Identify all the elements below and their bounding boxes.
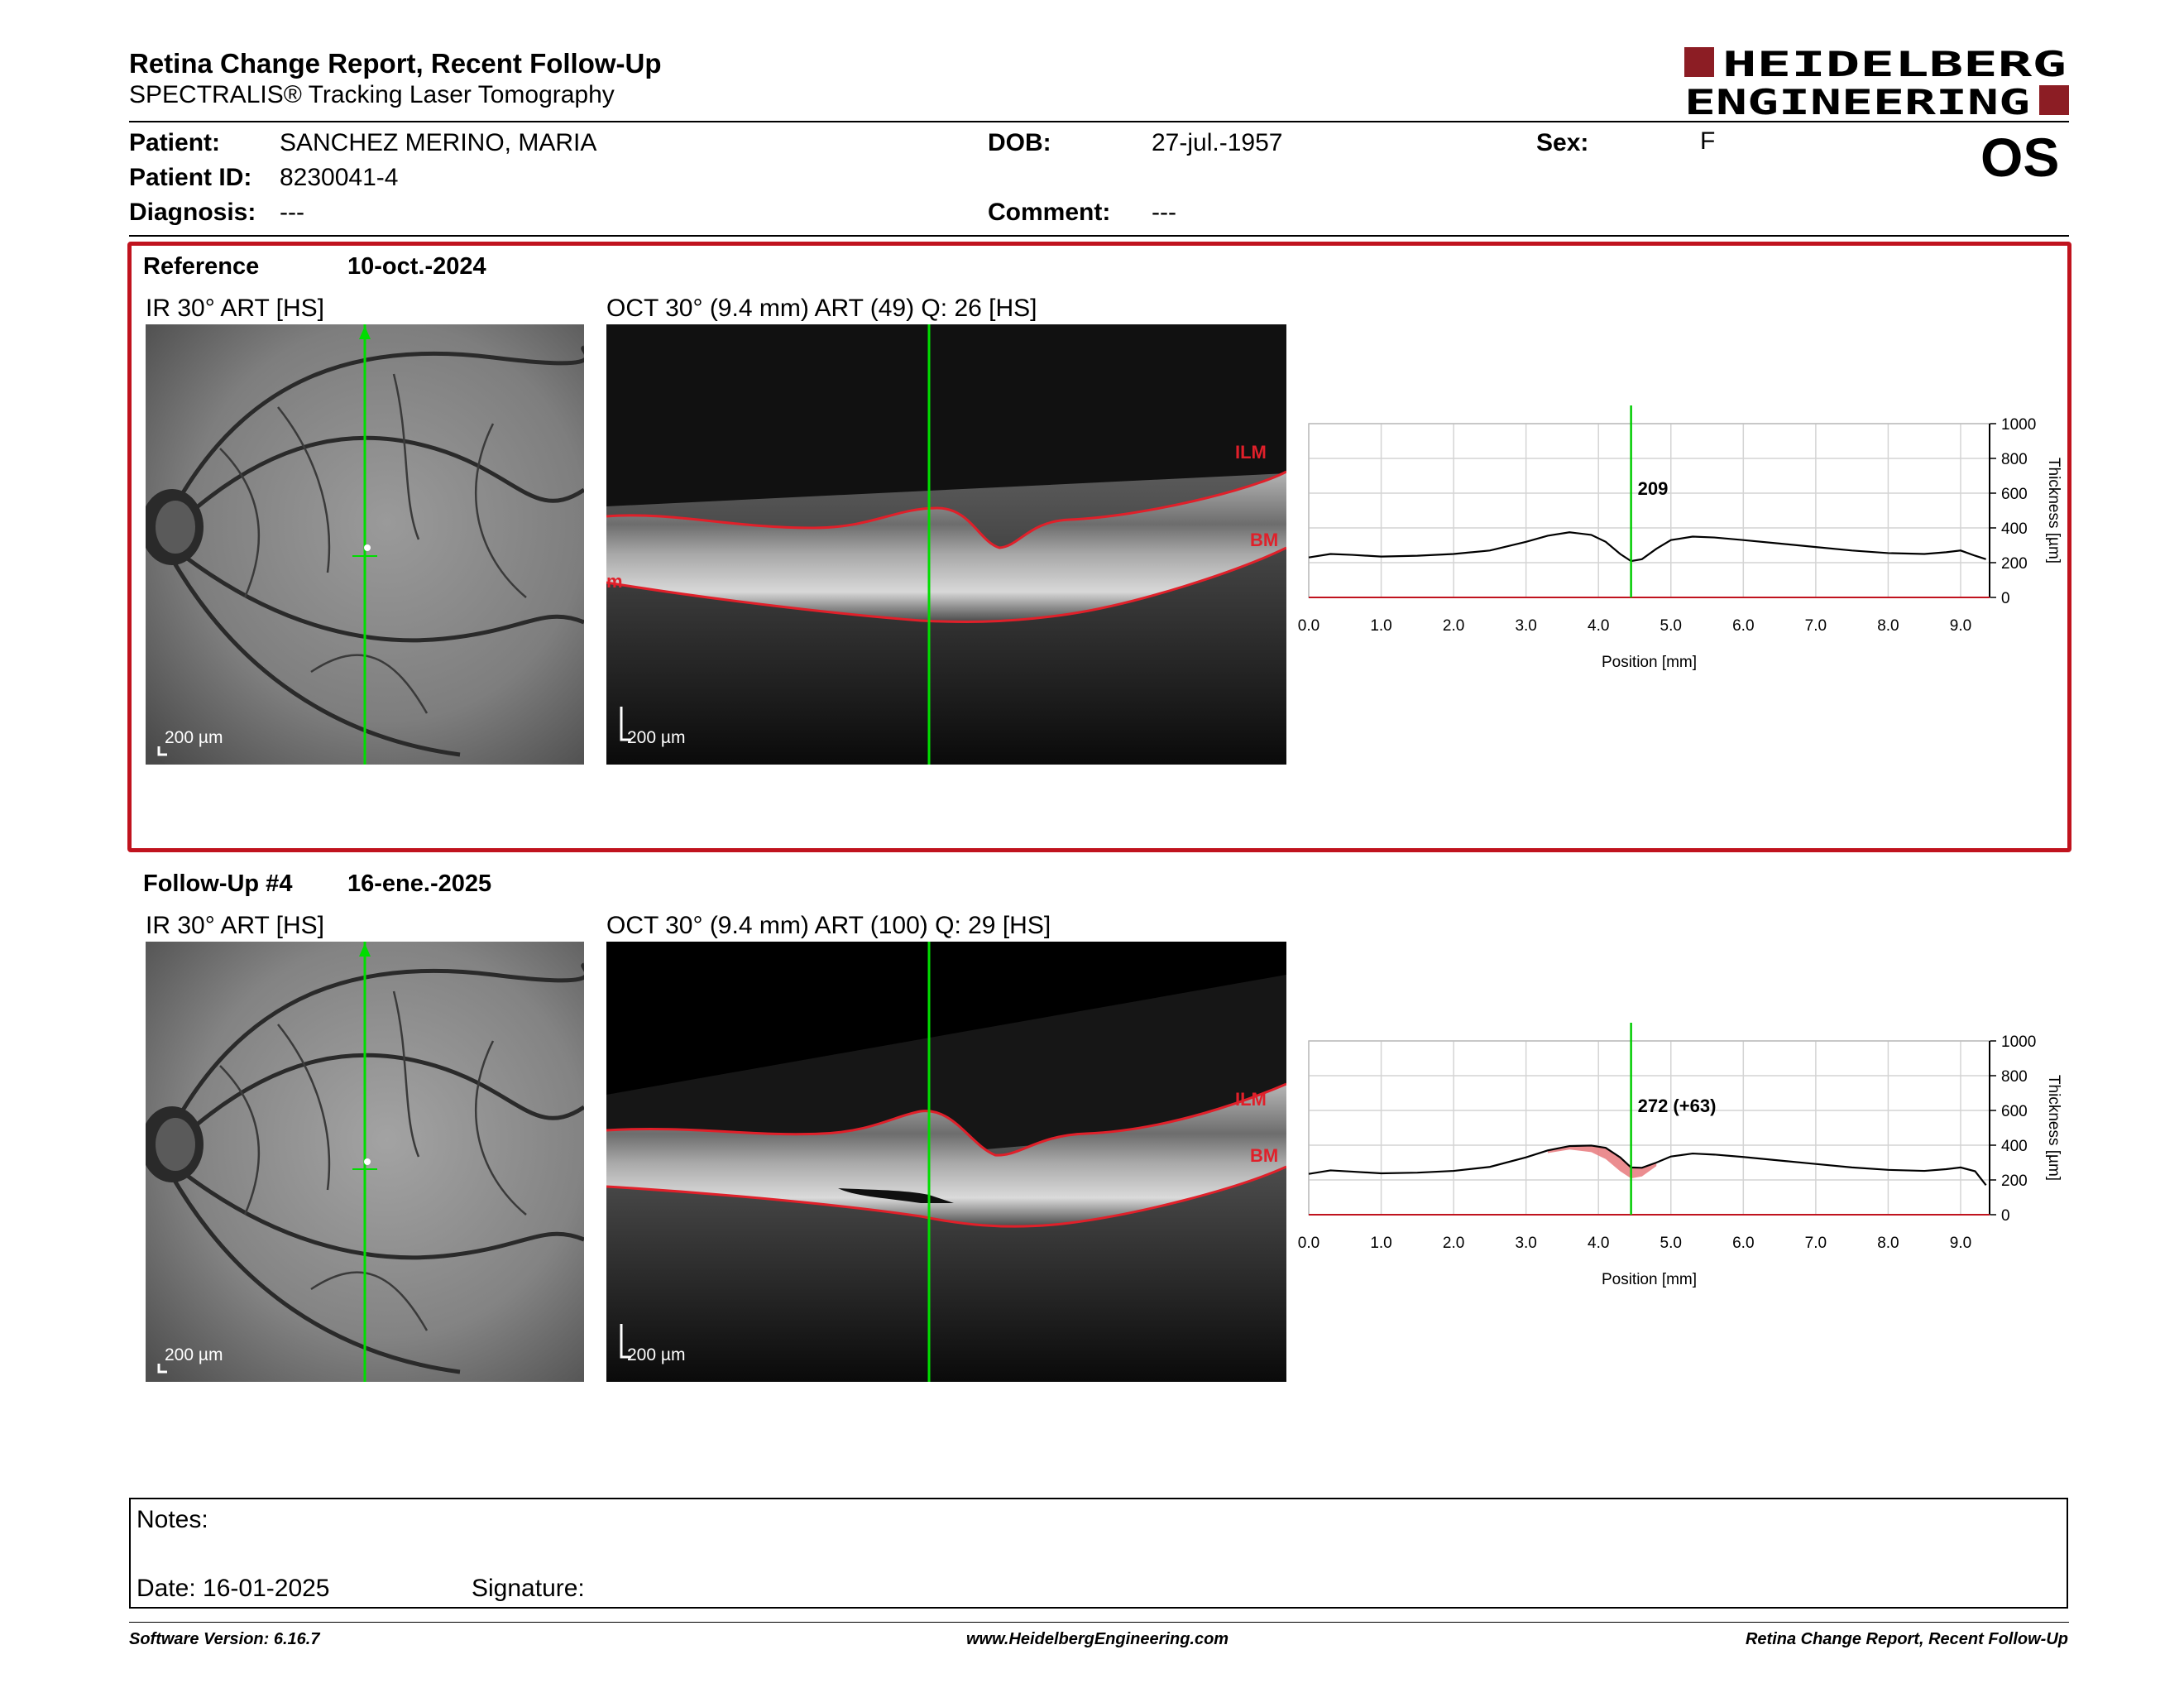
notes-date: Date: 16-01-2025: [136, 1575, 330, 1602]
footer-software: Software Version: 6.16.7: [129, 1630, 320, 1648]
followup-thickness-chart: 0.0 1.0 2.0 3.0 4.0 5.0 6.0 7.0 8.0 9.0 0 200 400 600…: [1291, 1023, 2085, 1296]
chart-x-tick: 2.0: [1443, 1235, 1464, 1252]
chart-y-tick: 400: [2001, 520, 2028, 538]
chart-x-tick: 6.0: [1732, 617, 1754, 635]
footer-website[interactable]: www.HeidelbergEngineering.com: [966, 1630, 1229, 1648]
header-rule: [129, 121, 2069, 122]
followup-date: 16-ene.-2025: [347, 870, 492, 897]
chart-x-tick: 0.0: [1298, 1235, 1320, 1252]
fu-bm-label: BM: [1250, 1145, 1278, 1166]
followup-ir-title: IR 30° ART [HS]: [146, 912, 324, 939]
chart-y-tick: 200: [2001, 555, 2028, 573]
chart-x-tick: 3.0: [1515, 617, 1536, 635]
chart-x-tick: 7.0: [1805, 617, 1827, 635]
comment-value: ---: [1152, 199, 1176, 226]
chart-frame: [1308, 423, 1990, 598]
reference-ir-title: IR 30° ART [HS]: [146, 295, 324, 322]
sex-label: Sex:: [1536, 129, 1589, 156]
eye-indicator: OS: [1980, 127, 2060, 188]
followup-ir-image: [146, 942, 584, 1382]
chart-x-tick: 1.0: [1370, 1235, 1391, 1252]
chart-y-tick: 200: [2001, 1172, 2028, 1190]
footer-report: Retina Change Report, Recent Follow-Up: [1745, 1630, 2068, 1648]
chart-x-tick: 9.0: [1950, 1235, 1971, 1252]
dob-label: DOB:: [988, 129, 1051, 156]
chart-y-tick: 1000: [2001, 416, 2036, 434]
reference-ir-scale: 200 µm: [165, 728, 223, 747]
brand-line2: ENGINEERING: [1684, 82, 2030, 117]
chart-ylabel: Thickness [µm]: [2045, 458, 2062, 563]
chart-x-tick: 8.0: [1877, 1235, 1899, 1252]
patient-label: Patient:: [129, 129, 221, 156]
patient-rule: [129, 235, 2069, 237]
followup-oct-scale: 200 µm: [627, 1345, 686, 1364]
chart-x-tick: 2.0: [1443, 617, 1464, 635]
reference-thickness-chart: 0.0 1.0 2.0 3.0 4.0 5.0 6.0 7.0 8.0 9.0 0 200 400 600…: [1291, 405, 2085, 679]
followup-ir-scale: 200 µm: [165, 1345, 223, 1364]
followup-oct-image: ILM BM: [606, 942, 1286, 1382]
patient-id: 8230041-4: [280, 164, 399, 191]
chart-y-tick: 600: [2001, 1103, 2028, 1120]
reference-oct-image: ILM BM m: [606, 324, 1286, 765]
patient-id-label: Patient ID:: [129, 164, 252, 191]
chart-x-tick: 7.0: [1805, 1235, 1827, 1252]
diagnosis-label: Diagnosis:: [129, 199, 256, 226]
reference-oct-scale: 200 µm: [627, 728, 686, 747]
dob-value: 27-jul.-1957: [1152, 129, 1283, 156]
chart-marker-label: 209: [1638, 478, 1669, 499]
diagnosis-value: ---: [280, 199, 304, 226]
notes-box[interactable]: [129, 1498, 2068, 1609]
ref-ilm-label: ILM: [1235, 442, 1267, 463]
chart-y-tick: 400: [2001, 1138, 2028, 1155]
chart-ylabel: Thickness [µm]: [2045, 1075, 2062, 1181]
chart-xlabel: Position [mm]: [1602, 654, 1697, 671]
chart-marker-label: 272 (+63): [1638, 1096, 1717, 1116]
reference-date: 10-oct.-2024: [347, 253, 486, 280]
report-title: Retina Change Report, Recent Follow-Up: [129, 48, 662, 79]
report-subtitle: SPECTRALIS® Tracking Laser Tomography: [129, 81, 615, 108]
chart-change-area: [1547, 1145, 1657, 1179]
chart-y-tick: 800: [2001, 1068, 2028, 1086]
chart-x-tick: 1.0: [1370, 617, 1391, 635]
reference-oct-title: OCT 30° (9.4 mm) ART (49) Q: 26 [HS]: [606, 295, 1037, 322]
chart-x-tick: 0.0: [1298, 617, 1320, 635]
chart-x-tick: 3.0: [1515, 1235, 1536, 1252]
fu-ilm-label: ILM: [1235, 1089, 1267, 1110]
chart-series-line: [1308, 1144, 1987, 1186]
chart-x-tick: 4.0: [1588, 1235, 1609, 1252]
reference-section: [127, 242, 2071, 852]
reference-ir-image: [146, 324, 584, 765]
followup-label: Follow-Up #4: [143, 870, 293, 897]
chart-frame: [1308, 1040, 1990, 1216]
signature-label: Signature:: [472, 1575, 585, 1602]
sex-value: F: [1700, 127, 1716, 155]
chart-xlabel: Position [mm]: [1602, 1271, 1697, 1288]
chart-series-line: [1308, 531, 1986, 563]
chart-y-tick: 1000: [2001, 1033, 2036, 1051]
ref-bm-label: BM: [1250, 530, 1278, 550]
heidelberg-logo: HEIDELBERG ENGINEERING: [1684, 44, 2069, 122]
ref-partial-label: m: [606, 571, 623, 592]
chart-x-tick: 9.0: [1950, 617, 1971, 635]
reference-label: Reference: [143, 253, 260, 280]
chart-x-tick: 5.0: [1660, 1235, 1682, 1252]
chart-x-tick: 5.0: [1660, 617, 1682, 635]
followup-oct-title: OCT 30° (9.4 mm) ART (100) Q: 29 [HS]: [606, 912, 1051, 939]
chart-y-tick: 0: [2001, 590, 2010, 607]
chart-y-tick: 0: [2001, 1207, 2010, 1225]
comment-label: Comment:: [988, 199, 1111, 226]
chart-y-tick: 800: [2001, 451, 2028, 468]
chart-y-tick: 600: [2001, 486, 2028, 503]
chart-x-tick: 8.0: [1877, 617, 1899, 635]
footer-rule: [129, 1622, 2069, 1623]
patient-name: SANCHEZ MERINO, MARIA: [280, 129, 597, 156]
notes-label: Notes:: [136, 1506, 208, 1533]
chart-x-tick: 4.0: [1588, 617, 1609, 635]
brand-line1: HEIDELBERG: [1722, 45, 2067, 84]
chart-x-tick: 6.0: [1732, 1235, 1754, 1252]
